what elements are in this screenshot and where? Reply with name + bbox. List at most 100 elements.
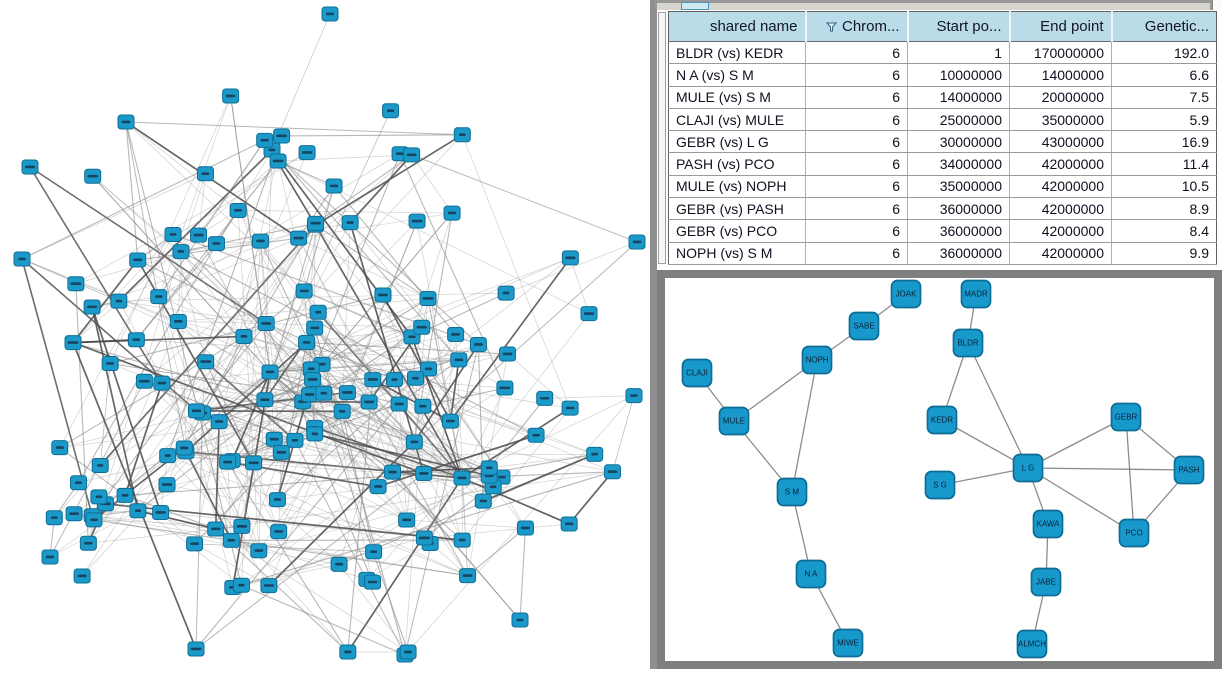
network-node[interactable]	[386, 373, 402, 387]
network-node[interactable]	[629, 235, 645, 249]
network-node[interactable]	[66, 507, 82, 521]
column-header-chrom[interactable]: Chrom...	[806, 12, 908, 42]
network-node[interactable]	[500, 347, 516, 361]
network-node[interactable]	[234, 519, 250, 533]
network-node[interactable]	[270, 154, 286, 168]
network-node[interactable]	[391, 397, 407, 411]
network-node[interactable]	[46, 511, 62, 525]
network-node[interactable]	[257, 393, 273, 407]
network-node[interactable]	[173, 245, 189, 259]
network-node[interactable]	[269, 493, 285, 507]
network-node[interactable]	[448, 328, 464, 342]
network-node[interactable]	[151, 290, 167, 304]
node-PASH[interactable]: PASH	[1175, 457, 1204, 484]
network-node[interactable]	[361, 395, 377, 409]
network-node[interactable]	[111, 294, 127, 308]
network-node[interactable]	[365, 373, 381, 387]
network-node[interactable]	[52, 441, 68, 455]
network-node[interactable]	[481, 461, 497, 475]
node-BLDR[interactable]: BLDR	[954, 330, 983, 357]
column-header-start-po[interactable]: Start po...	[908, 12, 1010, 42]
network-node[interactable]	[22, 160, 38, 174]
pane-splitter[interactable]	[650, 0, 657, 669]
network-node[interactable]	[299, 335, 315, 349]
network-node[interactable]	[326, 179, 342, 193]
network-node[interactable]	[308, 216, 324, 230]
network-node[interactable]	[383, 104, 399, 118]
node-NA[interactable]: N A	[797, 561, 826, 588]
network-node[interactable]	[271, 525, 287, 539]
network-node[interactable]	[342, 216, 358, 230]
network-node[interactable]	[165, 227, 181, 241]
node-SG[interactable]: S G	[926, 472, 955, 499]
network-node[interactable]	[365, 575, 381, 589]
network-node[interactable]	[197, 167, 213, 181]
network-node[interactable]	[91, 490, 107, 504]
network-node[interactable]	[296, 284, 312, 298]
network-node[interactable]	[302, 388, 318, 402]
network-node[interactable]	[517, 521, 533, 535]
network-node[interactable]	[414, 320, 430, 334]
column-header-end-point[interactable]: End point	[1010, 12, 1112, 42]
node-MADR[interactable]: MADR	[962, 281, 991, 308]
network-node[interactable]	[14, 252, 30, 266]
network-node[interactable]	[310, 305, 326, 319]
node-PCO[interactable]: PCO	[1120, 520, 1149, 547]
network-node[interactable]	[198, 355, 214, 369]
edge-LG-PASH[interactable]	[1028, 468, 1189, 470]
network-node[interactable]	[562, 401, 578, 415]
network-node[interactable]	[153, 505, 169, 519]
network-node[interactable]	[626, 389, 642, 403]
network-node[interactable]	[444, 206, 460, 220]
network-node[interactable]	[188, 642, 204, 656]
network-node[interactable]	[65, 336, 81, 350]
horizontal-scrollbar-thumb[interactable]	[681, 2, 709, 10]
edge-BLDR-LG[interactable]	[968, 343, 1028, 468]
network-node[interactable]	[154, 376, 170, 390]
network-node[interactable]	[460, 569, 476, 583]
network-node[interactable]	[128, 333, 144, 347]
network-node[interactable]	[42, 550, 58, 564]
network-node[interactable]	[220, 455, 236, 469]
network-node[interactable]	[287, 433, 303, 447]
network-node[interactable]	[409, 214, 425, 228]
network-node[interactable]	[537, 391, 553, 405]
network-node[interactable]	[246, 456, 262, 470]
node-CLAJI[interactable]: CLAJI	[683, 360, 712, 387]
network-node[interactable]	[208, 522, 224, 536]
network-node[interactable]	[406, 435, 422, 449]
network-node[interactable]	[118, 115, 134, 129]
network-node[interactable]	[230, 203, 246, 217]
node-KAWA[interactable]: KAWA	[1034, 511, 1063, 538]
node-SM[interactable]: S M	[778, 479, 807, 506]
network-node[interactable]	[136, 374, 152, 388]
network-node[interactable]	[331, 557, 347, 571]
network-node[interactable]	[307, 427, 323, 441]
network-node[interactable]	[273, 445, 289, 459]
node-KEDR[interactable]: KEDR	[928, 407, 957, 434]
network-node[interactable]	[252, 234, 268, 248]
network-node[interactable]	[68, 277, 84, 291]
network-node[interactable]	[404, 148, 420, 162]
network-node[interactable]	[454, 471, 470, 485]
network-node[interactable]	[187, 537, 203, 551]
network-node[interactable]	[400, 645, 416, 659]
network-node[interactable]	[84, 300, 100, 314]
network-node[interactable]	[170, 314, 186, 328]
network-node[interactable]	[236, 329, 252, 343]
network-node[interactable]	[71, 476, 87, 490]
network-node[interactable]	[274, 129, 290, 143]
network-node[interactable]	[385, 465, 401, 479]
network-node[interactable]	[102, 357, 118, 371]
network-node[interactable]	[266, 432, 282, 446]
network-node[interactable]	[130, 253, 146, 267]
network-node[interactable]	[604, 465, 620, 479]
network-node[interactable]	[261, 579, 277, 593]
network-node[interactable]	[416, 531, 432, 545]
